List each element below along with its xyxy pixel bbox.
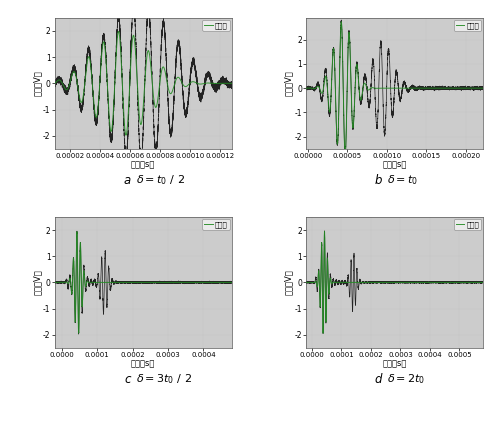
入射波 — [338, 280, 344, 285]
入射波 — [303, 280, 309, 285]
入射波 — [62, 280, 68, 285]
入射波 — [312, 86, 318, 91]
入射波 — [389, 280, 395, 285]
Text: d: d — [374, 372, 382, 386]
入射波 — [480, 86, 486, 91]
入射波 — [408, 86, 414, 91]
入射波 — [338, 19, 344, 25]
X-axis label: 时间（s）: 时间（s） — [131, 161, 155, 169]
Legend: 入射波: 入射波 — [202, 219, 230, 230]
入射波 — [471, 280, 477, 285]
入射波 — [116, 29, 122, 34]
Y-axis label: 幅値（V）: 幅値（V） — [33, 70, 42, 96]
Text: $\delta=t_0$: $\delta=t_0$ — [387, 173, 418, 187]
入射波 — [59, 280, 65, 285]
入射波 — [367, 86, 373, 91]
Legend: 入射波: 入射波 — [454, 219, 481, 230]
入射波 — [314, 281, 320, 287]
入射波 — [53, 280, 59, 285]
Text: a: a — [124, 173, 131, 186]
入射波 — [193, 80, 199, 85]
Y-axis label: 幅値（V）: 幅値（V） — [284, 70, 293, 96]
入射波 — [156, 83, 162, 88]
入射波 — [74, 229, 80, 234]
入射波 — [52, 280, 58, 285]
入射波 — [116, 29, 122, 35]
入射波 — [310, 280, 316, 285]
入射波 — [76, 330, 82, 336]
入射波 — [480, 280, 486, 285]
Line: 入射波: 入射波 — [55, 231, 232, 333]
入射波 — [164, 81, 170, 86]
Line: 入射波: 入射波 — [55, 31, 232, 135]
X-axis label: 时间（s）: 时间（s） — [382, 161, 407, 169]
入射波 — [87, 280, 93, 285]
入射波 — [229, 81, 235, 86]
Text: $\delta=3t_0\ /\ 2$: $\delta=3t_0\ /\ 2$ — [136, 372, 192, 386]
Legend: 入射波: 入射波 — [202, 20, 230, 31]
Y-axis label: 幅値（V）: 幅値（V） — [33, 269, 42, 295]
入射波 — [320, 330, 326, 336]
Text: b: b — [374, 173, 382, 186]
入射波 — [434, 86, 440, 91]
Line: 入射波: 入射波 — [306, 231, 483, 333]
入射波 — [415, 86, 421, 91]
入射波 — [52, 81, 58, 86]
Text: $\delta=2t_0$: $\delta=2t_0$ — [387, 372, 425, 386]
Text: c: c — [124, 372, 131, 386]
入射波 — [322, 229, 328, 234]
X-axis label: 时间（s）: 时间（s） — [131, 359, 155, 368]
入射波 — [342, 152, 348, 157]
入射波 — [138, 280, 144, 285]
入射波 — [304, 280, 310, 285]
入射波 — [61, 83, 67, 89]
Legend: 入射波: 入射波 — [454, 20, 481, 31]
X-axis label: 时间（s）: 时间（s） — [382, 359, 407, 368]
入射波 — [303, 86, 309, 91]
入射波 — [183, 84, 189, 89]
入射波 — [220, 280, 226, 285]
入射波 — [229, 280, 235, 285]
Line: 入射波: 入射波 — [306, 22, 483, 155]
入射波 — [123, 132, 129, 138]
入射波 — [444, 86, 450, 91]
Y-axis label: 幅値（V）: 幅値（V） — [284, 269, 293, 295]
Text: $\delta=t_0\ /\ 2$: $\delta=t_0\ /\ 2$ — [136, 173, 185, 187]
